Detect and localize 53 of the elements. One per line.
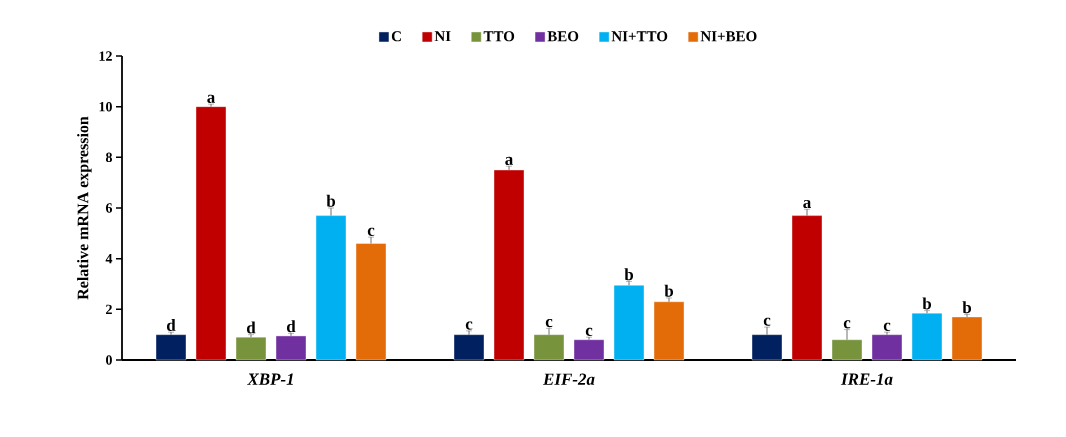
data-label: d (286, 320, 296, 333)
y-tick-label: 8 (105, 152, 113, 163)
data-label: c (883, 322, 891, 331)
legend-label: C (391, 31, 401, 42)
data-label: c (763, 317, 771, 326)
bar (613, 285, 645, 361)
legend-label: NI+BEO (700, 31, 757, 42)
bar (493, 169, 525, 361)
x-tick-label: XBP-1 (246, 373, 293, 385)
data-label: d (166, 318, 176, 331)
bar (355, 243, 387, 361)
bar (951, 316, 983, 361)
data-label: b (624, 268, 634, 281)
x-tick-label: EIF-2a (542, 373, 595, 385)
bar (533, 334, 565, 361)
x-tick-label: IRE-1a (840, 373, 893, 385)
bar (235, 337, 267, 361)
data-label: c (545, 318, 553, 328)
data-label: c (465, 321, 473, 330)
data-label: b (962, 301, 972, 314)
bar (911, 312, 943, 361)
bar (195, 106, 227, 361)
y-tick-label: 2 (106, 304, 112, 314)
bar (275, 335, 307, 361)
data-label: b (922, 297, 932, 310)
bar (453, 334, 485, 361)
bar (653, 301, 685, 361)
data-label: b (326, 194, 336, 207)
y-tick-label: 6 (105, 203, 113, 213)
data-label: c (843, 320, 851, 329)
y-tick-label: 12 (99, 51, 112, 61)
legend-label: BEO (547, 31, 579, 42)
legend-label: NI+TTO (611, 31, 668, 42)
bar (831, 339, 863, 361)
data-label: d (246, 321, 256, 334)
y-tick-label: 4 (105, 254, 113, 264)
y-tick-label: 0 (106, 355, 112, 365)
data-label: c (367, 227, 375, 236)
data-label: a (803, 199, 811, 209)
data-label: a (207, 94, 215, 103)
data-label: b (664, 284, 674, 297)
data-label: c (585, 327, 593, 336)
bar (155, 334, 187, 361)
legend-label: NI (434, 31, 451, 42)
data-label: a (505, 156, 513, 166)
bar (871, 334, 903, 361)
y-tick-label: 10 (99, 101, 112, 112)
legend-label: TTO (483, 31, 515, 42)
bar (751, 334, 783, 361)
bar (573, 339, 605, 361)
bar (315, 215, 347, 361)
bar (791, 215, 823, 361)
y-axis-title: Relative mRNA expression (77, 116, 92, 300)
